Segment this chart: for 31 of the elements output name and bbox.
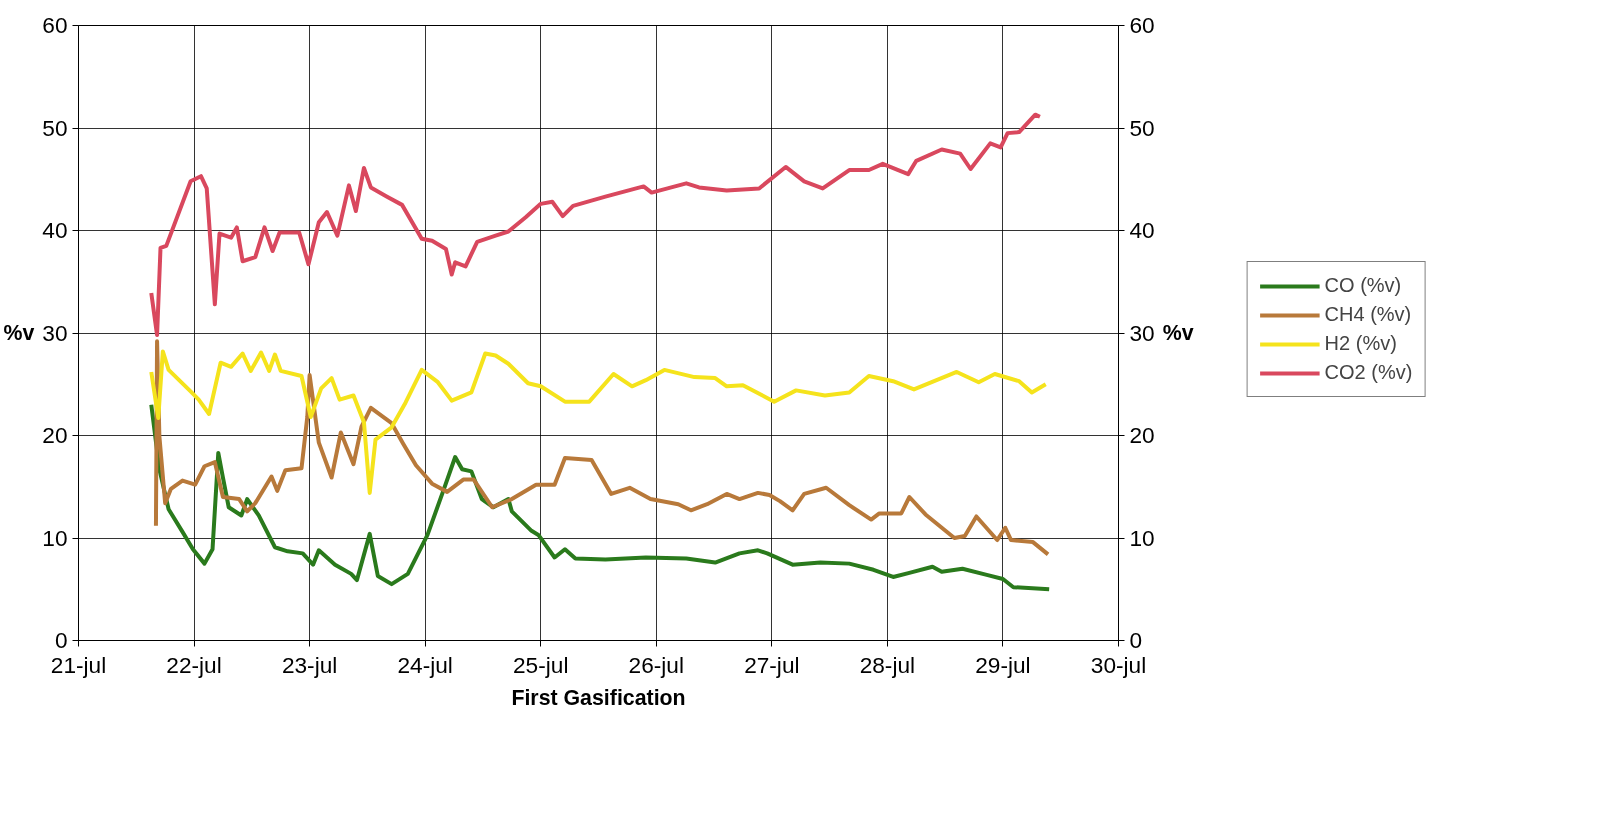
x-tick-label: 27-jul <box>744 651 800 678</box>
x-tick-label: 26-jul <box>628 651 684 678</box>
legend-label: CH4 (%v) <box>1324 303 1412 326</box>
x-tick-label: 24-jul <box>397 651 453 678</box>
y-axis-title: %v <box>3 321 35 345</box>
legend-label: H2 (%v) <box>1324 332 1397 355</box>
y2-tick-label: 10 <box>1129 524 1155 551</box>
y2-tick-label: 50 <box>1129 114 1155 141</box>
y2-tick-label: 30 <box>1129 319 1155 346</box>
legend-label: CO (%v) <box>1324 274 1402 297</box>
legend-label: CO2 (%v) <box>1324 361 1413 384</box>
x-tick-label: 29-jul <box>975 651 1031 678</box>
x-tick-label: 23-jul <box>281 651 338 678</box>
y2-tick-label: 0 <box>1129 627 1143 653</box>
y2-tick-label: 20 <box>1129 422 1155 448</box>
x-tick-label: 28-jul <box>859 651 916 678</box>
y-tick-label: 10 <box>42 524 68 551</box>
x-tick-label: 25-jul <box>513 651 569 678</box>
y-tick-label: 60 <box>42 12 68 38</box>
x-tick-label: 22-jul <box>166 651 222 678</box>
x-tick-label: 30-jul <box>1090 651 1147 678</box>
y-tick-label: 20 <box>42 422 68 448</box>
y-tick-label: 50 <box>42 114 68 141</box>
y-tick-label: 0 <box>54 627 68 653</box>
x-axis-title: First Gasification <box>511 685 686 710</box>
y-tick-label: 30 <box>42 319 68 346</box>
y2-axis-title: %v <box>1162 321 1194 345</box>
y-tick-label: 40 <box>42 217 68 243</box>
x-tick-label: 21-jul <box>50 651 107 678</box>
y2-tick-label: 60 <box>1129 12 1155 38</box>
y2-tick-label: 40 <box>1129 217 1155 243</box>
